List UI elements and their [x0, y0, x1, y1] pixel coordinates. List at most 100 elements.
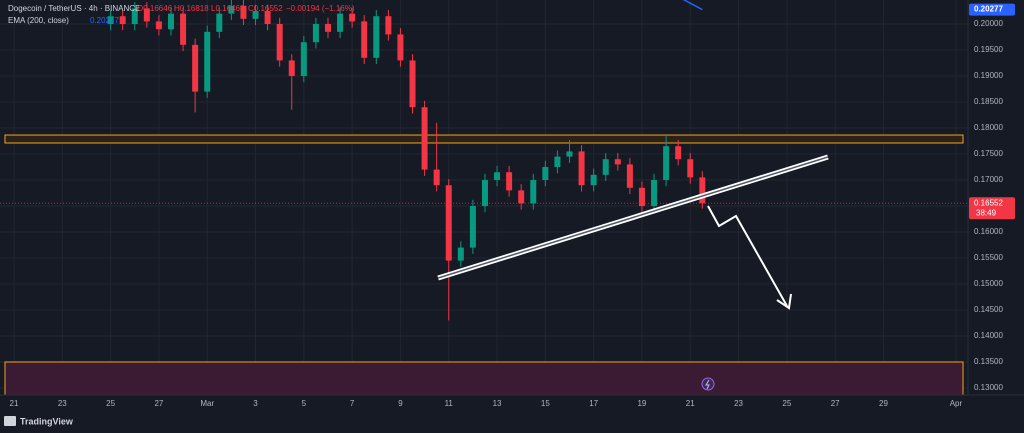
candle-body [264, 11, 271, 25]
candle-body [421, 107, 428, 170]
x-tick-label: 7 [350, 399, 355, 408]
candle-body [578, 151, 585, 186]
event-icon[interactable] [701, 377, 715, 391]
candle-body [373, 16, 380, 58]
candle-body [119, 16, 126, 25]
candle-body [131, 8, 138, 25]
candle-body [506, 172, 513, 191]
ema-line [682, 0, 703, 11]
candle-body [240, 5, 247, 19]
y-tick-label: 0.17500 [974, 149, 1003, 158]
candle-body [675, 146, 682, 160]
candle-body [252, 11, 259, 19]
candle-body [228, 5, 235, 14]
ema-legend-value: 0.20277 [90, 16, 119, 25]
ohlc-close: C0.16552 [248, 4, 283, 13]
x-tick-label: 27 [831, 399, 840, 408]
y-tick-label: 0.18000 [974, 123, 1003, 132]
candle-body [481, 180, 488, 207]
symbol-title[interactable]: Dogecoin / TetherUS · 4h · BINANCE [8, 4, 140, 13]
candle-body [663, 146, 670, 181]
candle-body [337, 13, 344, 32]
trendline-inner [437, 156, 829, 279]
candle-body [433, 169, 440, 186]
candle-body [167, 13, 174, 30]
axes: 0.13000 0.13500 0.14000 0.14500 0.15000 0.155… [10, 3, 1015, 408]
x-tick-label: 3 [253, 399, 258, 408]
y-tick-label: 0.15500 [974, 253, 1003, 262]
candle-body [361, 21, 368, 58]
candle-body [204, 31, 211, 92]
x-tick-label: Mar [200, 399, 214, 408]
candle-body [216, 13, 223, 32]
x-tick-label: 21 [686, 399, 695, 408]
candle-body [457, 247, 464, 261]
candle-body [566, 151, 573, 157]
y-tick-label: 0.20000 [974, 19, 1003, 28]
x-tick-label: 25 [782, 399, 791, 408]
candle-body [699, 177, 706, 204]
x-tick-label: 15 [541, 399, 550, 408]
y-tick-label: 0.13000 [974, 383, 1003, 392]
y-tick-label: 0.19000 [974, 71, 1003, 80]
candle-body [288, 60, 295, 77]
x-tick-label: 23 [58, 399, 67, 408]
candle-body [602, 159, 609, 175]
y-tick-label: 0.15000 [974, 279, 1003, 288]
candle-body [409, 60, 416, 108]
x-tick-label: 11 [445, 399, 454, 408]
candle-body [300, 42, 307, 77]
candle-body [590, 174, 597, 186]
x-tick-label: 9 [398, 399, 403, 408]
ema-legend[interactable]: EMA (200, close) [8, 16, 69, 25]
candle-body [530, 180, 537, 204]
candle-body [312, 24, 319, 43]
x-tick-label: 21 [10, 399, 19, 408]
candle-body [324, 24, 331, 32]
candle-body [638, 187, 645, 207]
candle-body [192, 44, 199, 92]
candle-body [107, 16, 114, 25]
zone [4, 361, 964, 395]
x-tick-label: 23 [734, 399, 743, 408]
candle-body [349, 13, 356, 22]
candle-body [614, 159, 621, 165]
candle-body [397, 34, 404, 61]
zone [4, 134, 964, 144]
x-tick-label: 25 [106, 399, 115, 408]
candle-body [494, 172, 501, 181]
y-tick-label: 0.17000 [974, 175, 1003, 184]
last-price-tag [969, 197, 1015, 220]
y-tick-label: 0.19500 [974, 45, 1003, 54]
x-tick-label: 29 [879, 399, 888, 408]
event-bolt [705, 379, 710, 390]
zones [4, 134, 964, 395]
brand-logo [4, 416, 16, 426]
x-tick-label: 13 [493, 399, 502, 408]
candle-body [276, 24, 283, 61]
x-tick-label: 17 [589, 399, 598, 408]
last-price-label: 0.16552 [974, 198, 1003, 207]
y-tick-label: 0.13500 [974, 357, 1003, 366]
y-tick-label: 0.18500 [974, 97, 1003, 106]
candle-body [518, 190, 525, 204]
candle-body [626, 164, 633, 188]
ohlc-low: L0.16468 [211, 4, 245, 13]
x-tick-label: 5 [302, 399, 307, 408]
x-tick-label: 19 [637, 399, 646, 408]
candle-body [542, 167, 549, 181]
arrow-head [776, 293, 792, 310]
countdown: 38:49 [976, 208, 997, 217]
grid [0, 0, 968, 395]
ema-price-label: 0.20277 [974, 5, 1003, 14]
brand[interactable]: TradingView [20, 416, 74, 426]
x-tick-label: 27 [154, 399, 163, 408]
ohlc-open: O0.16646 [137, 4, 173, 13]
candle-body [143, 8, 150, 22]
y-tick-label: 0.16000 [974, 227, 1003, 236]
candle-body [687, 159, 694, 178]
y-tick-label: 0.14000 [974, 331, 1003, 340]
candle-body [469, 206, 476, 248]
ema-price-tag [969, 3, 1015, 16]
